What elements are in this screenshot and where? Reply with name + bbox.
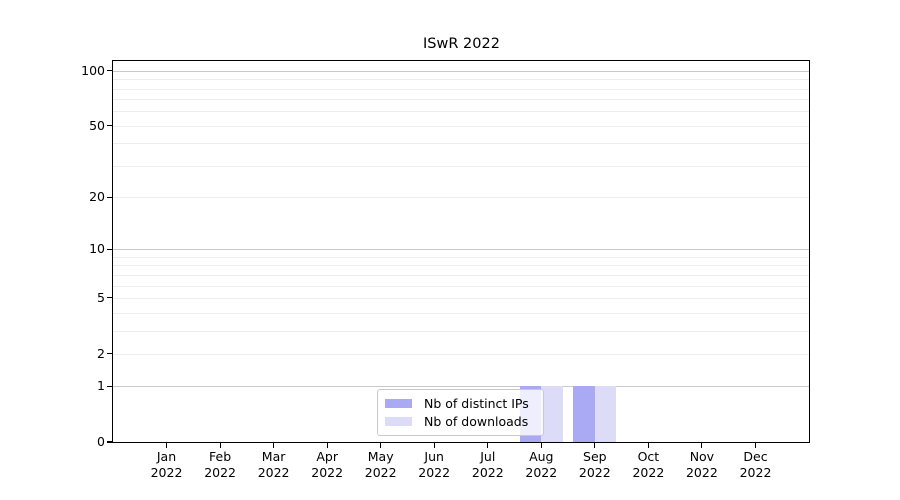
bar-downloads-aug: [541, 386, 563, 442]
minor-gridline: [113, 312, 809, 314]
minor-gridline: [113, 79, 809, 81]
x-tick-mark: [647, 443, 649, 448]
major-gridline: [113, 70, 809, 72]
x-tick-label-feb: Feb 2022: [204, 449, 236, 480]
y-tick-label: 50: [89, 117, 105, 133]
y-tick-label: 100: [81, 62, 105, 78]
x-tick-mark: [165, 443, 168, 448]
minor-gridline: [113, 274, 809, 276]
x-tick-label-mar: Mar 2022: [257, 449, 290, 480]
minor-gridline: [113, 256, 809, 258]
bar-distinct-ips-sep: [573, 386, 595, 442]
x-tick-mark: [540, 443, 542, 448]
legend-item-distinct-ips: Nb of distinct IPs: [385, 395, 536, 413]
y-tick-mark: [107, 248, 112, 250]
y-tick-mark: [107, 196, 112, 198]
legend-swatch-downloads: [385, 416, 412, 426]
x-tick-mark: [754, 443, 757, 448]
legend-label-distinct-ips: Nb of distinct IPs: [424, 396, 529, 412]
x-tick-label-oct: Oct 2022: [632, 449, 665, 480]
y-tick-mark: [107, 125, 112, 127]
x-tick-label-sep: Sep 2022: [578, 449, 611, 480]
minor-gridline: [113, 111, 809, 113]
minor-gridline: [113, 297, 809, 299]
x-tick-mark: [219, 443, 221, 448]
x-tick-mark: [326, 443, 328, 448]
minor-gridline: [113, 125, 809, 127]
y-tick-mark: [107, 353, 112, 355]
minor-gridline: [113, 143, 809, 145]
y-tick-label: 2: [97, 345, 105, 361]
y-tick-mark: [107, 297, 112, 299]
x-tick-label-nov: Nov 2022: [685, 449, 718, 480]
minor-gridline: [113, 88, 809, 90]
chart-title: ISwR 2022: [423, 36, 500, 52]
x-tick-mark: [433, 443, 435, 448]
minor-gridline: [113, 165, 809, 167]
minor-gridline: [113, 330, 809, 332]
y-tick-mark: [107, 441, 112, 443]
plot-area: [112, 60, 810, 443]
x-tick-label-dec: Dec 2022: [739, 449, 772, 480]
y-tick-label: 1: [97, 378, 105, 394]
legend-swatch-distinct-ips: [385, 399, 412, 409]
x-tick-label-jul: Jul 2022: [471, 449, 504, 480]
y-tick-label: 0: [97, 434, 105, 449]
y-tick-label: 10: [89, 241, 105, 257]
y-tick-label: 5: [97, 289, 105, 305]
x-tick-label-jun: Jun 2022: [418, 449, 451, 480]
minor-gridline: [113, 285, 809, 287]
x-tick-label-aug: Aug 2022: [525, 449, 558, 480]
x-tick-label-may: May 2022: [364, 449, 397, 480]
x-tick-mark: [380, 443, 382, 448]
bar-downloads-sep: [594, 386, 617, 442]
y-tick-mark: [107, 70, 112, 72]
legend: Nb of distinct IPs Nb of downloads: [377, 389, 544, 436]
legend-item-downloads: Nb of downloads: [385, 413, 536, 431]
x-tick-mark: [273, 443, 275, 448]
x-tick-mark: [487, 443, 489, 448]
x-tick-mark: [594, 443, 596, 448]
x-tick-mark: [701, 443, 703, 448]
minor-gridline: [113, 353, 809, 355]
major-gridline: [113, 386, 809, 388]
legend-label-downloads: Nb of downloads: [424, 413, 529, 429]
minor-gridline: [113, 197, 809, 199]
minor-gridline: [113, 99, 809, 101]
major-gridline: [113, 249, 809, 251]
y-tick-label: 20: [89, 189, 105, 205]
x-tick-label-apr: Apr 2022: [311, 449, 344, 480]
minor-gridline: [113, 265, 809, 267]
x-tick-label-jan: Jan 2022: [150, 449, 183, 480]
y-tick-mark: [107, 385, 112, 387]
